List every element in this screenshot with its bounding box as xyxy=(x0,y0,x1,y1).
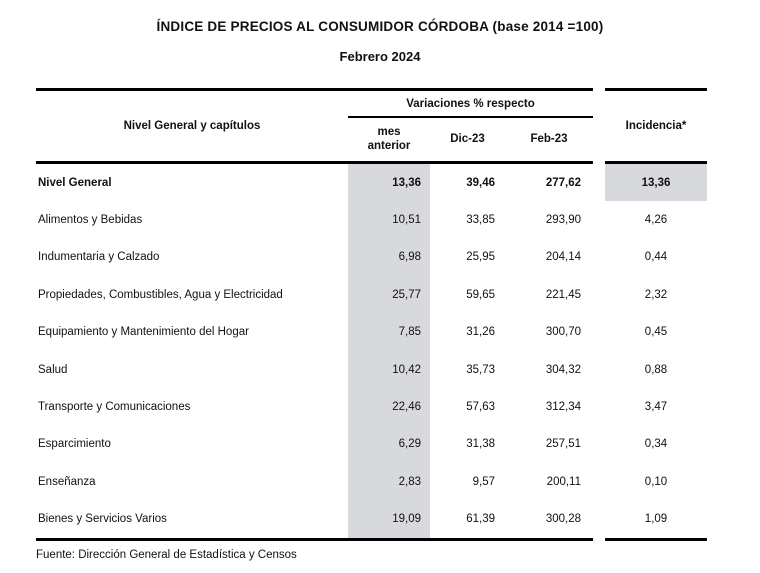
cell-mes-anterior: 7,85 xyxy=(348,313,430,351)
sub-header-row: mes anterior Dic-23 Feb-23 xyxy=(348,118,593,161)
row-label: Enseñanza xyxy=(38,475,96,488)
cell-mes-anterior: 22,46 xyxy=(348,388,430,426)
row-label: Esparcimiento xyxy=(38,438,111,451)
cell-dic23: 35,73 xyxy=(466,363,495,376)
table-row: Propiedades, Combustibles, Agua y Electr… xyxy=(36,276,593,314)
cell-mes-anterior: 25,77 xyxy=(348,276,430,314)
column-group-header: Variaciones % respecto xyxy=(348,91,593,118)
page-subtitle: Febrero 2024 xyxy=(339,49,421,64)
table-row: Esparcimiento 6,29 31,38 257,51 xyxy=(36,425,593,464)
cell-incidencia: 3,47 xyxy=(644,401,668,414)
row-label: Indumentaria y Calzado xyxy=(38,251,160,264)
cell-feb23: 312,34 xyxy=(545,401,581,414)
row-label: Alimentos y Bebidas xyxy=(38,214,143,227)
source-note: Fuente: Dirección General de Estadística… xyxy=(36,549,297,561)
table-row: Indumentaria y Calzado 6,98 25,95 204,14 xyxy=(36,238,593,277)
cell-dic23: 59,65 xyxy=(466,288,495,301)
table-row: Enseñanza 2,83 9,57 200,11 xyxy=(36,463,593,501)
cell-incidencia: 4,26 xyxy=(644,214,668,227)
column-header-mes-anterior: mes anterior xyxy=(367,126,411,152)
row-label: Propiedades, Combustibles, Agua y Electr… xyxy=(38,288,283,301)
cell-feb23: 293,90 xyxy=(545,214,581,227)
cell-feb23: 277,62 xyxy=(545,176,581,189)
cell-mes-anterior: 10,51 xyxy=(348,201,430,239)
table-row: Bienes y Servicios Varios 19,09 61,39 30… xyxy=(36,500,593,538)
cell-incidencia: 0,44 xyxy=(644,251,668,264)
row-label: Transporte y Comunicaciones xyxy=(38,401,191,414)
row-label: Salud xyxy=(38,363,68,376)
column-header-incidencia: Incidencia* xyxy=(605,91,707,164)
cell-mes-anterior: 13,36 xyxy=(348,164,430,202)
cell-feb23: 300,28 xyxy=(545,513,581,526)
cell-dic23: 61,39 xyxy=(466,513,495,526)
cell-incidencia: 0,45 xyxy=(644,326,668,339)
table-row: Transporte y Comunicaciones 22,46 57,63 … xyxy=(36,388,593,426)
cell-dic23: 31,26 xyxy=(466,326,495,339)
cell-feb23: 257,51 xyxy=(545,438,581,451)
cell-mes-anterior: 10,42 xyxy=(348,350,430,389)
table-row: Equipamiento y Mantenimiento del Hogar 7… xyxy=(36,313,593,351)
column-group-variaciones: Variaciones % respecto mes anterior Dic-… xyxy=(348,91,593,161)
table-header: Nivel General y capítulos Variaciones % … xyxy=(36,91,593,164)
table-row: Salud 10,42 35,73 304,32 xyxy=(36,350,593,389)
row-label: Nivel General xyxy=(38,176,112,189)
cell-incidencia: 0,88 xyxy=(644,363,668,376)
cell-dic23: 57,63 xyxy=(466,401,495,414)
cell-mes-anterior: 2,83 xyxy=(348,463,430,501)
cell-dic23: 31,38 xyxy=(466,438,495,451)
cell-incidencia: 2,32 xyxy=(644,288,668,301)
cell-mes-anterior: 19,09 xyxy=(348,500,430,538)
incidencia-body: 13,36 4,26 0,44 2,32 0,45 0,88 3,47 0,34… xyxy=(605,164,707,541)
cell-dic23: 25,95 xyxy=(466,251,495,264)
page-title: ÍNDICE DE PRECIOS AL CONSUMIDOR CÓRDOBA … xyxy=(156,19,604,34)
cell-mes-anterior: 6,98 xyxy=(348,238,430,277)
cell-feb23: 221,45 xyxy=(545,288,581,301)
table-body: Nivel General 13,36 39,46 277,62 Aliment… xyxy=(36,164,593,541)
cell-feb23: 200,11 xyxy=(546,475,581,488)
cell-incidencia: 13,36 xyxy=(605,164,707,202)
table-row: Alimentos y Bebidas 10,51 33,85 293,90 xyxy=(36,201,593,239)
cell-incidencia: 1,09 xyxy=(644,513,668,526)
cell-dic23: 9,57 xyxy=(472,475,495,488)
cell-incidencia: 0,34 xyxy=(644,438,668,451)
cell-feb23: 300,70 xyxy=(545,326,581,339)
row-label: Equipamiento y Mantenimiento del Hogar xyxy=(38,326,249,339)
cell-dic23: 33,85 xyxy=(466,214,495,227)
column-header-dic23: Dic-23 xyxy=(450,132,485,145)
cell-incidencia: 0,10 xyxy=(644,475,668,488)
table-row: Nivel General 13,36 39,46 277,62 xyxy=(36,164,593,202)
cell-dic23: 39,46 xyxy=(466,176,495,189)
ipc-table: Nivel General y capítulos Variaciones % … xyxy=(36,88,593,541)
row-label: Bienes y Servicios Varios xyxy=(38,513,167,526)
cell-mes-anterior: 6,29 xyxy=(348,425,430,464)
incidencia-column: Incidencia* 13,36 4,26 0,44 2,32 0,45 0,… xyxy=(605,88,707,541)
column-header-chapters: Nivel General y capítulos xyxy=(123,120,261,132)
cell-feb23: 204,14 xyxy=(545,251,581,264)
cell-feb23: 304,32 xyxy=(545,363,581,376)
column-header-feb23: Feb-23 xyxy=(530,132,568,145)
